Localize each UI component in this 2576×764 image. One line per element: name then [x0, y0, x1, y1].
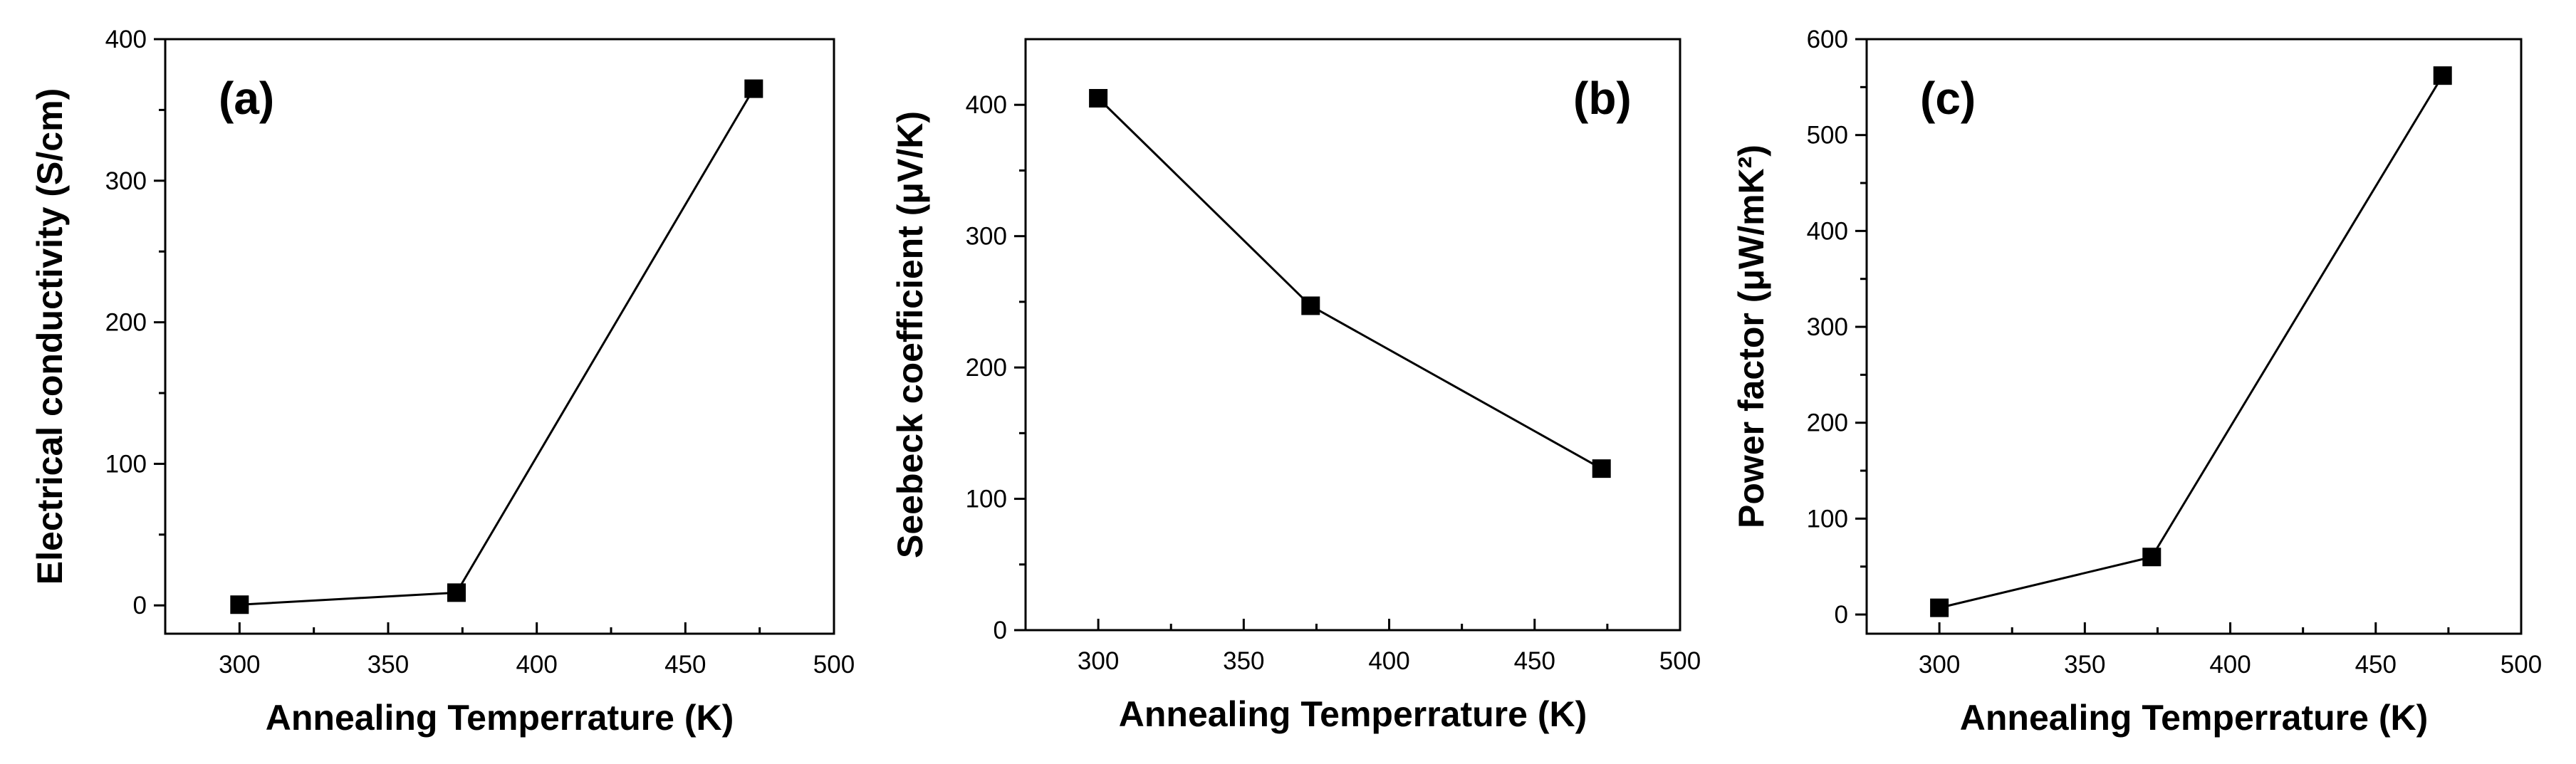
x-axis-title: Annealing Temperrature (K) [1960, 698, 2429, 738]
y-tick-label: 400 [966, 91, 1007, 119]
panel-label: (a) [219, 73, 274, 124]
x-tick-label: 300 [1919, 651, 1960, 679]
x-tick-label: 500 [1659, 647, 1701, 675]
x-tick-label: 400 [516, 651, 557, 679]
y-tick-label: 500 [1807, 122, 1848, 150]
series-line [1939, 75, 2444, 609]
data-point-marker [1301, 296, 1320, 315]
series-line [1097, 97, 1602, 470]
data-point-marker [1930, 598, 1949, 617]
y-tick-label: 100 [105, 450, 147, 478]
data-point-marker [744, 79, 763, 98]
x-tick-label: 350 [2064, 651, 2105, 679]
chart-panel-b: 300 350 400 450 500 0 100 200 300 400 Annealing Te… [890, 38, 1701, 734]
x-tick-label: 300 [1078, 647, 1119, 675]
plot-frame [1024, 38, 1681, 632]
y-tick-label: 100 [1807, 505, 1848, 533]
x-tick-label: 500 [813, 651, 855, 679]
x-axis-title: Annealing Temperrature (K) [266, 698, 734, 738]
y-tick-label: 200 [966, 354, 1007, 382]
y-tick-label: 400 [105, 26, 147, 53]
y-tick-label: 400 [1807, 217, 1848, 245]
series-line [239, 88, 755, 606]
y-tick-label: 300 [966, 223, 1007, 251]
y-tick-label: 200 [1807, 409, 1848, 437]
y-axis-title: Power factor (μW/mK²) [1731, 145, 1771, 528]
x-tick-label: 450 [1514, 647, 1555, 675]
plot-frame [1865, 38, 2523, 635]
panel-label: (b) [1573, 73, 1632, 124]
data-point-marker [1089, 89, 1108, 108]
x-tick-label: 300 [219, 651, 260, 679]
y-axis-title: Seebeck coefficient (μV/K) [890, 111, 930, 558]
data-point-marker [2142, 548, 2162, 567]
x-tick-label: 450 [664, 651, 706, 679]
y-tick-label: 0 [1835, 601, 1848, 629]
data-point-marker [230, 595, 249, 614]
y-tick-label: 0 [994, 617, 1007, 644]
y-tick-label: 0 [133, 592, 147, 619]
chart-panel-c: 300 350 400 450 500 0 100 200 300 400 500 600 Anneal… [1731, 26, 2542, 738]
y-tick-label: 300 [105, 167, 147, 195]
y-tick-label: 600 [1807, 26, 1848, 53]
plot-frame [164, 38, 835, 635]
x-tick-label: 350 [1223, 647, 1264, 675]
x-tick-label: 450 [2355, 651, 2397, 679]
x-axis-title: Annealing Temperrature (K) [1119, 694, 1587, 734]
panel-label: (c) [1920, 73, 1976, 124]
x-tick-label: 500 [2501, 651, 2542, 679]
y-tick-label: 200 [105, 309, 147, 337]
data-point-marker [2433, 66, 2452, 85]
y-axis-title: Electrical conductivity (S/cm) [30, 88, 70, 585]
y-tick-label: 300 [1807, 313, 1848, 341]
data-point-marker [447, 583, 466, 602]
data-point-marker [1592, 459, 1611, 478]
x-tick-label: 400 [2209, 651, 2251, 679]
y-tick-label: 100 [966, 486, 1007, 513]
x-tick-label: 400 [1368, 647, 1409, 675]
chart-panel-a: 300 350 400 450 500 0 100 200 300 400 Annealing Te… [30, 26, 855, 738]
x-tick-label: 350 [367, 651, 409, 679]
